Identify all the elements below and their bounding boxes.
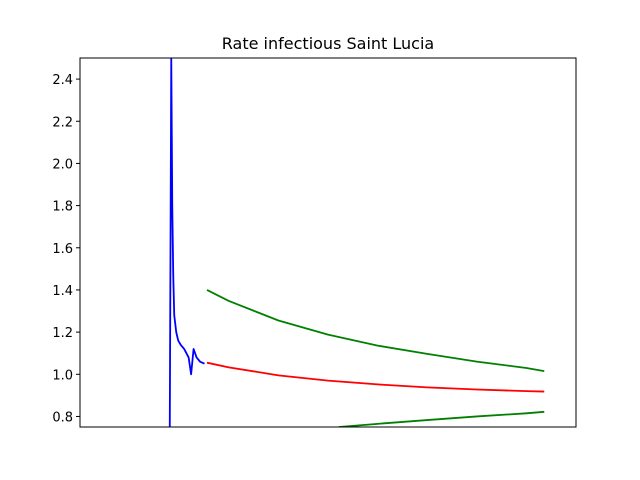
series-line-2 bbox=[206, 361, 545, 393]
y-tick-label: 1.4 bbox=[52, 284, 73, 299]
y-tick-label: 1.2 bbox=[52, 326, 73, 341]
y-tick-label: 2.0 bbox=[52, 157, 73, 172]
plot-frame bbox=[79, 57, 577, 428]
y-tick-label: 1.6 bbox=[52, 242, 73, 257]
series-line-1 bbox=[168, 58, 205, 427]
y-axis: 0.8 1.0 1.2 1.4 1.6 1.8 2.0 2.2 2.4 bbox=[52, 73, 80, 425]
y-tick-label: 2.2 bbox=[52, 115, 73, 130]
y-tick-label: 0.8 bbox=[52, 410, 73, 425]
series-layer bbox=[168, 58, 545, 427]
y-tick-label: 1.8 bbox=[52, 200, 73, 215]
chart-title: Rate infectious Saint Lucia bbox=[222, 34, 434, 53]
y-tick-label: 1.0 bbox=[52, 368, 73, 383]
series-line-4 bbox=[338, 410, 545, 427]
series-line-3 bbox=[206, 289, 545, 373]
y-tick-label: 2.4 bbox=[52, 73, 73, 88]
